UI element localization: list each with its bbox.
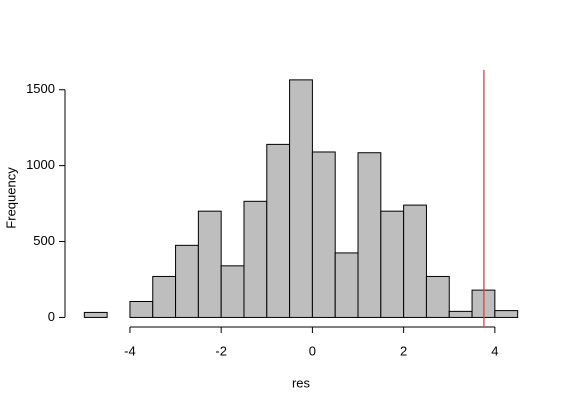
bar bbox=[403, 204, 427, 318]
bar bbox=[197, 210, 222, 318]
bar bbox=[311, 151, 336, 318]
bar bbox=[175, 244, 199, 318]
x-axis-label: res bbox=[292, 375, 311, 390]
bar bbox=[243, 200, 268, 318]
bar bbox=[334, 252, 359, 318]
y-tick-label: 500 bbox=[33, 233, 55, 248]
bar bbox=[129, 300, 154, 318]
bar bbox=[448, 310, 473, 318]
x-tick-label: -2 bbox=[215, 343, 227, 358]
bar bbox=[220, 265, 245, 318]
bar bbox=[83, 311, 108, 318]
x-tick-label: -4 bbox=[124, 343, 136, 358]
y-tick-label: 0 bbox=[48, 309, 55, 324]
bar bbox=[152, 275, 177, 318]
y-tick-label: 1500 bbox=[26, 81, 55, 96]
bar bbox=[357, 152, 382, 318]
x-tick-label: 2 bbox=[400, 343, 407, 358]
bar bbox=[289, 79, 313, 318]
bar bbox=[494, 310, 519, 318]
bar bbox=[425, 275, 450, 318]
y-tick-label: 1000 bbox=[26, 157, 55, 172]
x-tick-label: 0 bbox=[309, 343, 316, 358]
y-axis-label: Frequency bbox=[3, 167, 18, 229]
x-tick-label: 4 bbox=[491, 343, 498, 358]
bar bbox=[380, 210, 405, 318]
bar bbox=[266, 143, 291, 318]
